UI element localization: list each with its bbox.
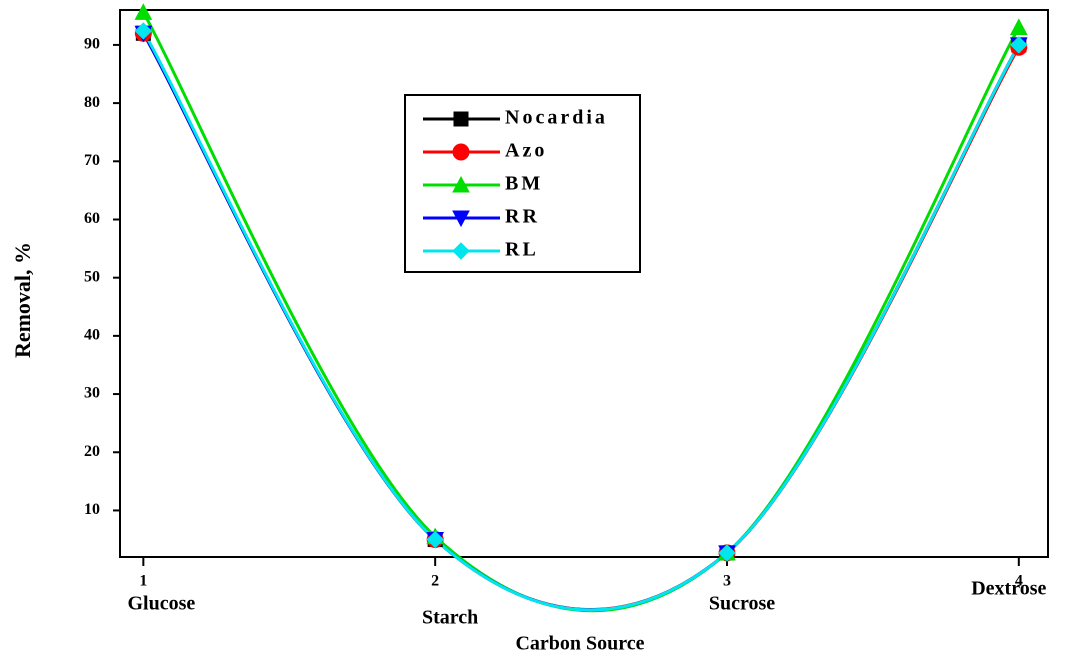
legend-label: BM: [505, 173, 543, 195]
marker: [452, 242, 470, 260]
x-tick-label: 3: [723, 573, 731, 590]
marker: [452, 175, 470, 193]
y-tick-label: 30: [84, 385, 100, 402]
y-tick-label: 70: [84, 152, 100, 169]
y-tick-label: 20: [84, 443, 100, 460]
marker: [452, 210, 470, 228]
y-tick-label: 80: [84, 94, 100, 111]
marker: [718, 544, 736, 562]
legend-label: RR: [505, 206, 540, 228]
y-tick-label: 40: [84, 327, 100, 344]
x-tick-label: 4: [1015, 573, 1023, 590]
category-label: Glucose: [127, 593, 195, 615]
category-label: Sucrose: [709, 593, 775, 615]
x-axis-label: Carbon Source: [515, 633, 644, 655]
legend-label: RL: [505, 239, 539, 261]
category-label: Dextrose: [971, 578, 1046, 600]
marker: [134, 22, 153, 40]
legend-label: Azo: [505, 140, 547, 162]
marker: [426, 530, 444, 549]
category-label: Starch: [422, 607, 478, 629]
marker: [134, 3, 153, 20]
y-tick-label: 90: [84, 36, 100, 53]
plot-frame: [119, 9, 1049, 558]
y-tick-label: 60: [84, 210, 100, 227]
marker: [1010, 36, 1028, 54]
y-tick-label: 10: [84, 501, 100, 518]
legend-label: Nocardia: [505, 107, 608, 129]
marker: [452, 143, 470, 161]
x-tick-label: 1: [139, 573, 147, 590]
series-line: [142, 30, 1021, 612]
y-tick-label: 50: [84, 268, 100, 285]
marker: [453, 111, 469, 127]
marker: [1009, 18, 1028, 35]
y-axis-label: Removal, %: [10, 242, 35, 358]
x-tick-label: 2: [431, 573, 439, 590]
